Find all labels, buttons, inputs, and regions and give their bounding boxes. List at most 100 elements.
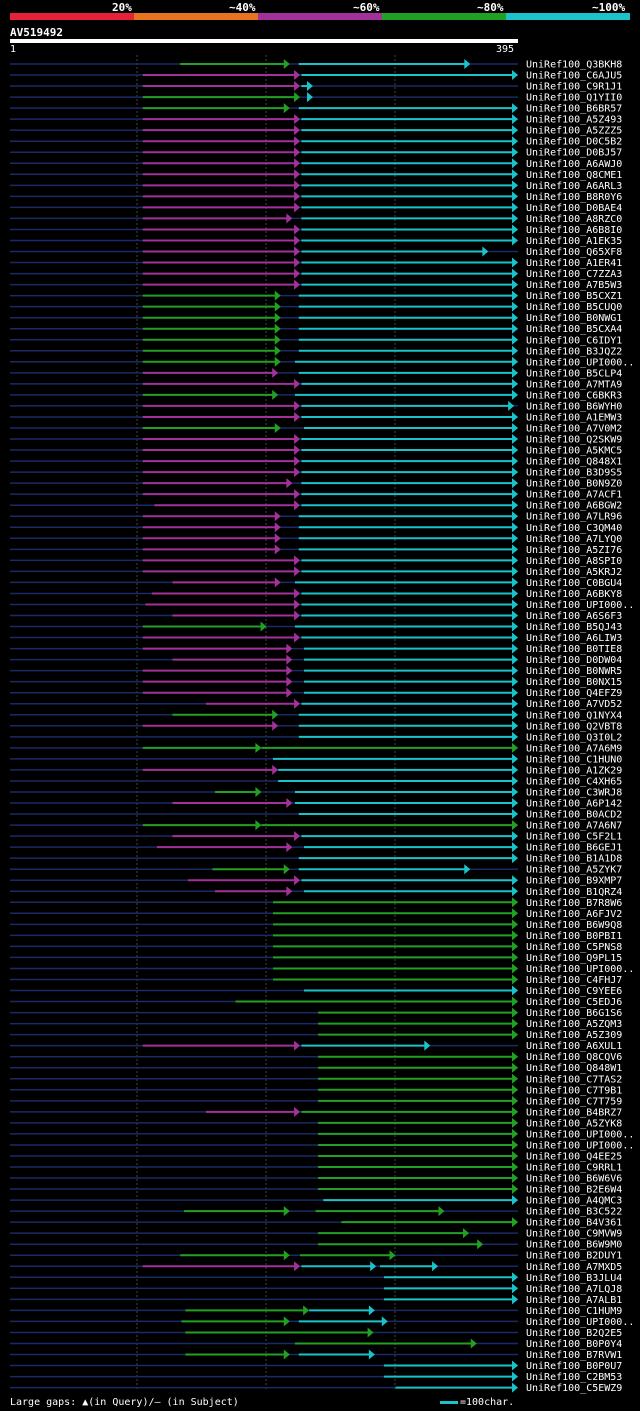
hit-row[interactable]: UniRef100_D0DW04 [10,654,622,667]
hit-row[interactable]: UniRef100_B5CLP4 [10,367,622,380]
hit-row[interactable]: UniRef100_C1HUM9 [10,1305,622,1317]
hit-row[interactable]: UniRef100_A6ARL3 [10,180,622,192]
hit-label[interactable]: UniRef100_B6W9M0 [526,1240,622,1251]
hit-label[interactable]: UniRef100_B2DUY1 [526,1251,622,1262]
hit-label[interactable]: UniRef100_B3D9S5 [526,468,622,479]
hit-label[interactable]: UniRef100_Q2SKW9 [526,435,622,446]
hit-row[interactable]: UniRef100_A5ZYK7 [10,864,622,876]
hit-label[interactable]: UniRef100_B2E6W4 [526,1185,622,1196]
hit-label[interactable]: UniRef100_B6GEJ1 [526,843,622,854]
hit-label[interactable]: UniRef100_B0NWG1 [526,313,622,324]
hit-label[interactable]: UniRef100_Q8CME1 [526,170,622,181]
hit-label[interactable]: UniRef100_A7VD52 [526,699,622,710]
hit-label[interactable]: UniRef100_B3JQZ2 [526,346,622,357]
hit-label[interactable]: UniRef100_Q4EFZ9 [526,688,622,699]
hit-row[interactable]: UniRef100_C1HUN0 [10,753,622,766]
hit-label[interactable]: UniRef100_A7B5W3 [526,280,622,291]
hit-row[interactable]: UniRef100_Q4EFZ9 [10,687,622,700]
hit-row[interactable]: UniRef100_A5ZZZ5 [10,125,622,137]
hit-row[interactable]: UniRef100_B5CUQ0 [10,301,622,314]
hit-label[interactable]: UniRef100_C3QM40 [526,523,622,534]
hit-row[interactable]: UniRef100_A6BGW2 [10,500,622,512]
hit-label[interactable]: UniRef100_B0P0U7 [526,1361,622,1372]
hit-label[interactable]: UniRef100_B0ACD2 [526,810,622,821]
hit-row[interactable]: UniRef100_A7MTA9 [10,378,622,391]
hit-label[interactable]: UniRef100_A6P142 [526,799,622,810]
hit-row[interactable]: UniRef100_UPI000.. [10,1128,634,1141]
hit-row[interactable]: UniRef100_D0C5B2 [10,136,622,148]
hit-row[interactable]: UniRef100_B6BR57 [10,103,622,115]
hit-row[interactable]: UniRef100_C6IDY1 [10,334,622,347]
hit-row[interactable]: UniRef100_C3QM40 [10,522,622,534]
hit-row[interactable]: UniRef100_B2DUY1 [10,1250,622,1262]
hit-label[interactable]: UniRef100_A5ZZZ5 [526,126,622,137]
hit-label[interactable]: UniRef100_UPI000.. [526,600,634,611]
hit-row[interactable]: UniRef100_B9XMP7 [10,875,622,887]
hit-row[interactable]: UniRef100_Q8CQV6 [10,1051,622,1064]
hit-row[interactable]: UniRef100_B0NX15 [10,676,622,689]
hit-row[interactable]: UniRef100_A7ACF1 [10,489,622,501]
hit-row[interactable]: UniRef100_B0ACD2 [10,809,622,821]
hit-label[interactable]: UniRef100_Q3BKH8 [526,60,622,71]
hit-label[interactable]: UniRef100_C2BM53 [526,1372,622,1383]
hit-label[interactable]: UniRef100_B9XMP7 [526,876,622,887]
hit-label[interactable]: UniRef100_B7R8W6 [526,898,622,909]
hit-label[interactable]: UniRef100_C9R1J1 [526,82,622,93]
hit-label[interactable]: UniRef100_Q8CQV6 [526,1052,622,1063]
hit-row[interactable]: UniRef100_C7TAS2 [10,1073,622,1086]
hit-row[interactable]: UniRef100_A7VD52 [10,698,622,711]
hit-label[interactable]: UniRef100_A5Z309 [526,1030,622,1041]
hit-label[interactable]: UniRef100_A6S6F3 [526,611,622,622]
hit-label[interactable]: UniRef100_C7TAS2 [526,1074,622,1085]
hit-row[interactable]: UniRef100_A6XUL1 [10,1040,622,1053]
hit-row[interactable]: UniRef100_A8RZC0 [10,213,622,225]
hit-row[interactable]: UniRef100_UPI000.. [10,599,634,611]
hit-label[interactable]: UniRef100_B4BRZ7 [526,1107,622,1118]
hit-row[interactable]: UniRef100_B0N9Z0 [10,478,622,490]
hit-label[interactable]: UniRef100_A6AWJ0 [526,159,622,170]
hit-row[interactable]: UniRef100_A1EK35 [10,235,622,247]
hit-label[interactable]: UniRef100_A7LYQ0 [526,534,622,545]
hit-row[interactable]: UniRef100_Q9PL15 [10,952,622,964]
hit-row[interactable]: UniRef100_A5ZYK8 [10,1117,622,1130]
hit-row[interactable]: UniRef100_A7LQJ8 [10,1283,622,1295]
hit-label[interactable]: UniRef100_A6ARL3 [526,181,622,192]
hit-row[interactable]: UniRef100_B6W9M0 [10,1239,622,1251]
hit-label[interactable]: UniRef100_B7RVW1 [526,1350,622,1361]
hit-row[interactable]: UniRef100_D0BJ57 [10,147,622,159]
hit-row[interactable]: UniRef100_D0BAE4 [10,202,622,214]
hit-label[interactable]: UniRef100_Q4EE25 [526,1151,622,1162]
hit-label[interactable]: UniRef100_B6G1S6 [526,1008,622,1019]
hit-row[interactable]: UniRef100_A1EMW3 [10,411,622,424]
hit-label[interactable]: UniRef100_D0DW04 [526,655,622,666]
hit-row[interactable]: UniRef100_A7MXD5 [10,1261,622,1273]
hit-label[interactable]: UniRef100_A7A6M9 [526,743,622,754]
hit-label[interactable]: UniRef100_Q848X1 [526,457,622,468]
hit-label[interactable]: UniRef100_A7LR96 [526,512,622,523]
hit-row[interactable]: UniRef100_C7ZZA3 [10,268,622,281]
hit-label[interactable]: UniRef100_B8R0Y6 [526,192,622,203]
hit-label[interactable]: UniRef100_B0NWR5 [526,666,622,677]
hit-label[interactable]: UniRef100_A8RZC0 [526,214,622,225]
hit-row[interactable]: UniRef100_A1ER41 [10,257,622,270]
hit-label[interactable]: UniRef100_C9RRL1 [526,1163,622,1174]
hit-row[interactable]: UniRef100_B3JQZ2 [10,345,622,358]
hit-row[interactable]: UniRef100_C7T759 [10,1095,622,1108]
hit-label[interactable]: UniRef100_C6BKR3 [526,390,622,401]
hit-label[interactable]: UniRef100_C9YEE6 [526,986,622,997]
hit-label[interactable]: UniRef100_A7A6N7 [526,821,622,832]
hit-label[interactable]: UniRef100_C5PNS8 [526,942,622,953]
hit-row[interactable]: UniRef100_A7V0M2 [10,422,622,435]
hit-row[interactable]: UniRef100_B6W6V6 [10,1173,622,1185]
hit-row[interactable]: UniRef100_B3C522 [10,1206,622,1218]
hit-row[interactable]: UniRef100_A6P142 [10,798,622,810]
hit-label[interactable]: UniRef100_B0P0Y4 [526,1339,622,1350]
hit-row[interactable]: UniRef100_B6W9Q8 [10,919,622,931]
hit-row[interactable]: UniRef100_B5QJ43 [10,621,622,634]
hit-row[interactable]: UniRef100_B8R0Y6 [10,191,622,203]
hit-row[interactable]: UniRef100_C7T9B1 [10,1084,622,1097]
hit-label[interactable]: UniRef100_A8SPI0 [526,556,622,567]
hit-row[interactable]: UniRef100_A5KRJ2 [10,566,622,578]
hit-label[interactable]: UniRef100_B6BR57 [526,104,622,115]
hit-label[interactable]: UniRef100_UPI000.. [526,1140,634,1151]
